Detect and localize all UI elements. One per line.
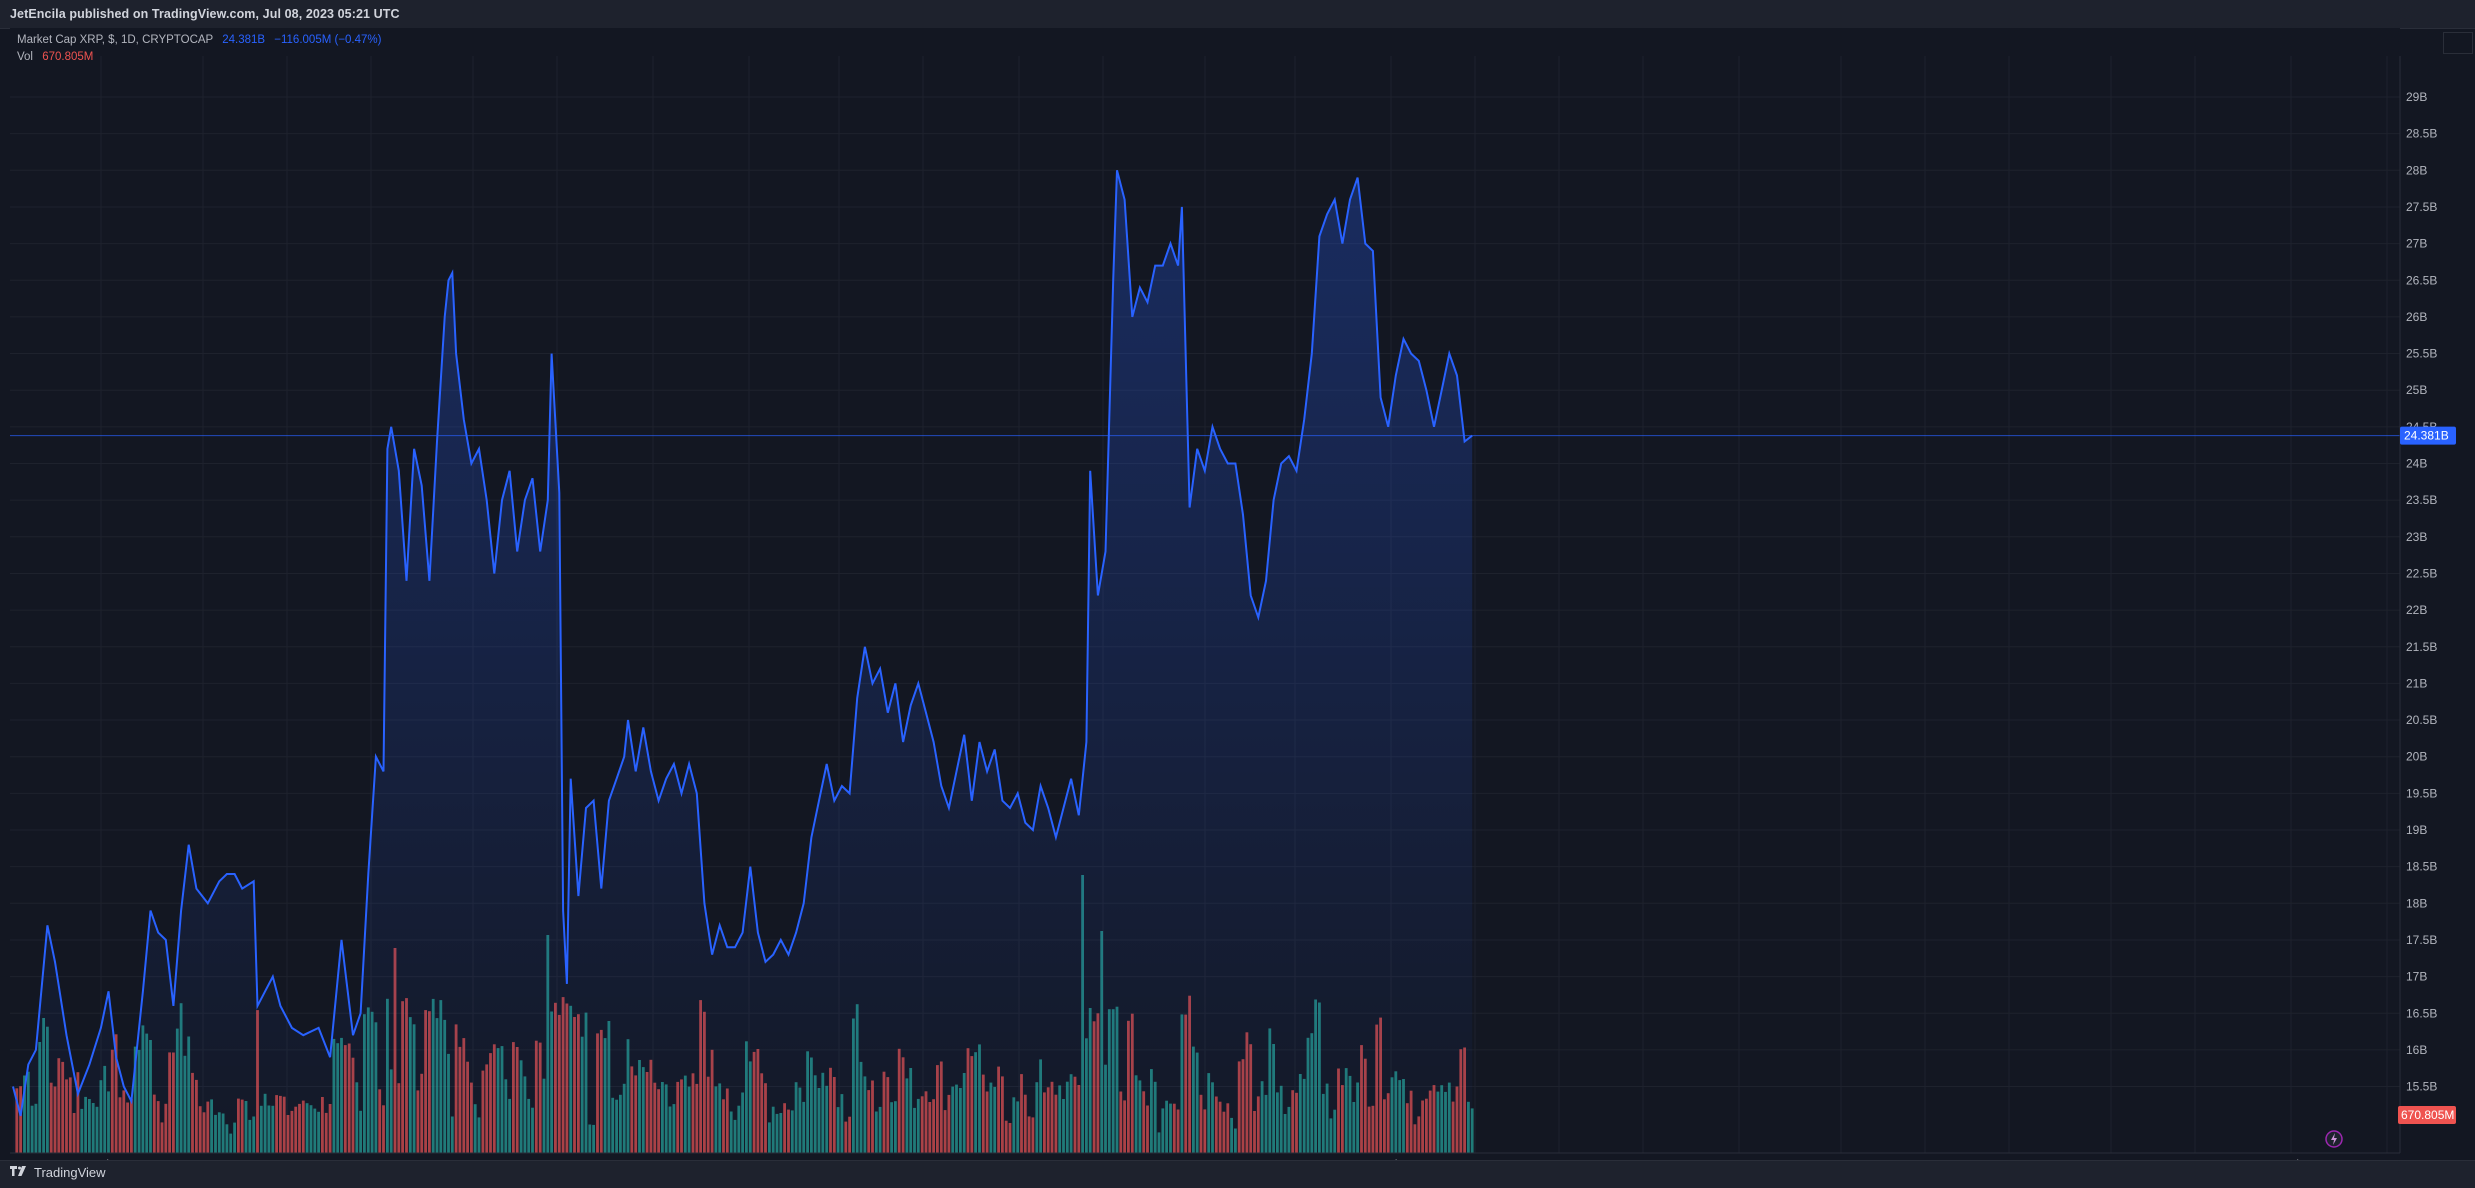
bottom-bar xyxy=(0,1160,2475,1188)
tradingview-logo-icon xyxy=(10,1165,26,1176)
published-info: JetEncila published on TradingView.com, … xyxy=(10,7,400,21)
time-tick-label: 15 xyxy=(2188,1158,2202,1160)
time-tick-label: Jun xyxy=(2101,1158,2121,1160)
price-tick-label: 18B xyxy=(2406,896,2427,910)
price-tick-label: 26.5B xyxy=(2406,273,2437,287)
price-tick-label: 27.5B xyxy=(2406,200,2437,214)
time-tick-label: 15 xyxy=(1636,1158,1650,1160)
price-tick-label: 20B xyxy=(2406,750,2427,764)
price-chart[interactable]: 29B28.5B28B27.5B27B26.5B26B25.5B25B24.5B… xyxy=(0,28,2465,1160)
time-tick-label: 18 xyxy=(196,1158,210,1160)
time-tick-label: 17 xyxy=(742,1158,756,1160)
price-tick-label: 22B xyxy=(2406,603,2427,617)
time-tick-label: May xyxy=(1913,1158,1937,1160)
price-tick-label: 25B xyxy=(2406,383,2427,397)
time-tick-label: 15 xyxy=(916,1158,930,1160)
price-tick-label: 23.5B xyxy=(2406,493,2437,507)
time-tick-label: 15 xyxy=(1468,1158,1482,1160)
time-tick-label: 17 xyxy=(2380,1158,2394,1160)
legend-change: −116.005M (−0.47%) xyxy=(274,34,382,46)
top-bar: JetEncila published on TradingView.com, … xyxy=(0,0,2475,29)
price-tick-label: 19B xyxy=(2406,823,2427,837)
price-tick-label: 23B xyxy=(2406,530,2427,544)
legend-vol-label: Vol xyxy=(17,51,33,63)
price-tick-label: 16.5B xyxy=(2406,1006,2437,1020)
price-tick-label: 20.5B xyxy=(2406,713,2437,727)
time-tick-label: Apr xyxy=(1729,1158,1748,1160)
price-tick-label: 17.5B xyxy=(2406,933,2437,947)
price-tick-label: 27B xyxy=(2406,237,2427,251)
price-tick-label: 25.5B xyxy=(2406,347,2437,361)
time-tick-label: 17 xyxy=(1834,1158,1848,1160)
time-tick-label: 15 xyxy=(1096,1158,1110,1160)
volume-bar xyxy=(1470,1108,1474,1153)
legend-last-value: 24.381B xyxy=(222,34,266,46)
time-tick-label: Jul xyxy=(2283,1158,2299,1160)
price-tick-label: 21B xyxy=(2406,676,2427,690)
time-tick-label: 15 xyxy=(2002,1158,2016,1160)
price-tick-label: 26B xyxy=(2406,310,2427,324)
price-line xyxy=(12,170,1473,1117)
price-axis-bg xyxy=(2400,56,2465,1153)
legend-volume[interactable]: Vol 670.805M xyxy=(17,51,93,63)
time-tick-label: Nov xyxy=(828,1158,851,1160)
axis-settings-box[interactable] xyxy=(2443,32,2473,54)
price-tick-label: 22.5B xyxy=(2406,567,2437,581)
last-price-badge xyxy=(2400,426,2456,445)
price-tick-label: 21.5B xyxy=(2406,640,2437,654)
price-tick-label: 29B xyxy=(2406,90,2427,104)
legend-main[interactable]: Market Cap XRP, $, 1D, CRYPTOCAP 24.381B… xyxy=(17,34,381,46)
time-tick-label: 15 xyxy=(550,1158,564,1160)
price-tick-label: 17B xyxy=(2406,970,2427,984)
time-axis[interactable]: Jul 18 Aug 15 Sep 15 Oct 17 Nov 15 Dec 15 2023 16 Feb 1… xyxy=(10,1130,2400,1160)
price-tick-label: 19.5B xyxy=(2406,786,2437,800)
last-volume-label: 670.805M xyxy=(2401,1108,2454,1122)
price-tick-label: 24B xyxy=(2406,457,2427,471)
time-tick-label: Dec xyxy=(1008,1158,1030,1160)
time-tick-label: Aug xyxy=(276,1158,298,1160)
time-tick-label: Feb xyxy=(1380,1158,1402,1160)
time-tick-label: Jul xyxy=(93,1158,109,1160)
scroll-to-realtime-icon xyxy=(2325,1130,2343,1148)
time-tick-label: Sep xyxy=(462,1158,484,1160)
price-area xyxy=(13,170,1473,1154)
price-tick-label: 28B xyxy=(2406,163,2427,177)
legend-title: Market Cap XRP, $, 1D, CRYPTOCAP xyxy=(17,34,214,46)
chart-area[interactable]: 29B28.5B28B27.5B27B26.5B26B25.5B25B24.5B… xyxy=(10,28,2465,1160)
time-tick-label: 16 xyxy=(1288,1158,1302,1160)
brand-name: TradingView xyxy=(34,1165,106,1180)
time-tick-label: Oct xyxy=(643,1158,663,1160)
price-tick-label: 28.5B xyxy=(2406,127,2437,141)
legend-vol-value: 670.805M xyxy=(42,51,94,63)
time-tick-label: 15 xyxy=(364,1158,378,1160)
time-tick-label: 2023 xyxy=(1191,1158,1219,1160)
price-axis[interactable]: 29B28.5B28B27.5B27B26.5B26B25.5B25B24.5B… xyxy=(2398,56,2465,1153)
brand[interactable]: TradingView xyxy=(10,1165,106,1180)
price-tick-label: 18.5B xyxy=(2406,860,2437,874)
last-volume-badge xyxy=(2398,1106,2456,1124)
time-tick-label: Mar xyxy=(1548,1158,1570,1160)
price-tick-label: 16B xyxy=(2406,1043,2427,1057)
last-price-label: 24.381B xyxy=(2404,429,2449,443)
price-tick-label: 15.5B xyxy=(2406,1080,2437,1094)
